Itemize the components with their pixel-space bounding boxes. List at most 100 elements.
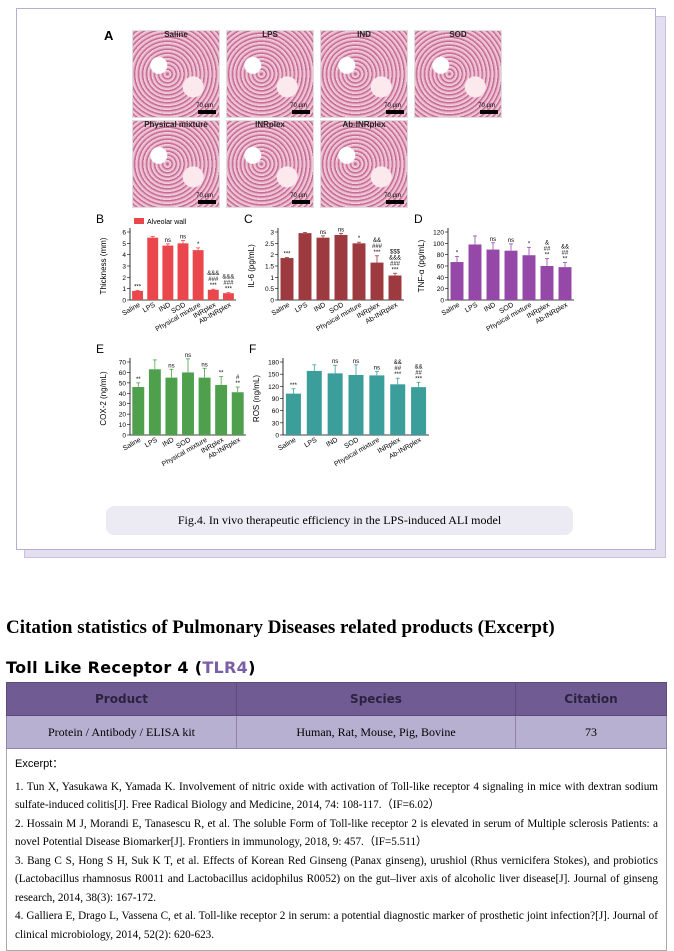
significance-label: *** — [373, 250, 381, 256]
bar — [207, 289, 219, 300]
table-row: Protein / Antibody / ELISA kit Human, Ra… — [6, 715, 667, 749]
significance-label: ### — [390, 261, 401, 267]
panel-label: B — [96, 212, 104, 226]
bar — [298, 233, 312, 300]
x-tick-label: LPS — [303, 437, 318, 450]
panel-label: D — [414, 212, 423, 226]
subsection-close: ) — [248, 658, 256, 677]
bar — [504, 250, 518, 300]
significance-label: ## — [544, 247, 551, 253]
significance-label: ** — [563, 257, 568, 263]
micrograph-3: SOD 70 μm — [414, 30, 502, 118]
y-tick-label: 20 — [119, 412, 127, 419]
bar — [147, 237, 159, 300]
bar — [280, 258, 294, 300]
excerpt-label: Excerpt： — [15, 758, 64, 770]
significance-label: ## — [415, 370, 422, 376]
y-tick-label: 30 — [272, 420, 280, 427]
y-tick-label: 0.5 — [265, 286, 274, 293]
panel-label: E — [96, 342, 104, 356]
significance-label: ### — [372, 244, 383, 250]
panel-label: C — [244, 212, 253, 226]
bar — [215, 384, 228, 435]
significance-label: ns — [185, 353, 191, 359]
significance-label: $$$ — [390, 249, 401, 255]
scale-bar-label: 70 μm — [196, 193, 213, 199]
bar — [450, 262, 464, 300]
bar — [558, 267, 572, 300]
reference-item: 2. Hossain M J, Morandi E, Tanasescu R, … — [15, 817, 658, 849]
y-tick-label: 40 — [119, 391, 127, 398]
micrograph-0: Saline 70 μm — [132, 30, 220, 118]
x-tick-label: IND — [158, 302, 172, 314]
bar — [306, 370, 322, 435]
significance-label: ns — [180, 235, 186, 241]
scale-bar-label: 70 μm — [384, 103, 401, 109]
significance-label: & — [545, 241, 549, 247]
bar — [285, 393, 301, 435]
bar — [540, 266, 554, 300]
significance-label: * — [528, 241, 531, 247]
header-citation: Citation — [515, 682, 667, 716]
micrograph-label: LPS — [262, 30, 278, 39]
y-tick-label: 1 — [122, 286, 126, 293]
scale-bar — [386, 200, 404, 204]
scale-bar-label: 70 μm — [290, 193, 307, 199]
bar — [468, 244, 482, 300]
y-tick-label: 150 — [268, 372, 279, 379]
bar — [390, 384, 406, 435]
significance-label: *** — [394, 372, 402, 378]
y-tick-label: 120 — [433, 230, 444, 237]
bar — [177, 243, 189, 300]
y-tick-label: 30 — [119, 401, 127, 408]
micrograph-label: IND — [357, 30, 371, 39]
significance-label: ns — [508, 238, 514, 244]
x-tick-label: IND — [325, 437, 339, 449]
significance-label: ns — [165, 238, 171, 244]
cell-citation: 73 — [515, 715, 667, 749]
micrograph-5: INRplex 70 μm — [226, 120, 314, 208]
significance-label: && — [561, 245, 569, 251]
micrograph-4: Physical mixture 70 μm — [132, 120, 220, 208]
significance-label: ns — [332, 359, 338, 365]
y-tick-label: 0 — [122, 298, 126, 305]
y-tick-label: 100 — [433, 241, 444, 248]
scale-bar — [386, 110, 404, 114]
subsection-name: Toll Like Receptor 4 ( — [6, 658, 203, 677]
bar — [231, 392, 244, 435]
micrograph-1: LPS 70 μm — [226, 30, 314, 118]
significance-label: * — [358, 236, 361, 242]
significance-label: *** — [290, 383, 298, 389]
significance-label: ns — [338, 227, 344, 233]
significance-label: * — [197, 242, 200, 248]
scale-bar-label: 70 μm — [290, 103, 307, 109]
y-tick-label: 60 — [119, 370, 127, 377]
bar — [148, 369, 161, 435]
significance-label: ## — [394, 366, 401, 372]
subsection-title: Toll Like Receptor 4 (TLR4) — [6, 658, 256, 677]
bar — [348, 374, 364, 435]
scale-bar — [480, 110, 498, 114]
y-tick-label: 3 — [122, 264, 126, 271]
bar — [192, 250, 204, 300]
excerpt-cell: Excerpt： 1. Tun X, Yasukawa K, Yamada K.… — [6, 748, 667, 951]
significance-label: *** — [391, 267, 399, 273]
bar — [198, 377, 211, 435]
significance-label: &&& — [222, 275, 234, 281]
reference-item: 3. Bang C S, Hong S H, Suk K T, et al. E… — [15, 854, 658, 904]
bar — [222, 293, 234, 300]
micrograph-2: IND 70 μm — [320, 30, 408, 118]
y-tick-label: 0 — [440, 298, 444, 305]
significance-label: ** — [235, 381, 240, 387]
excerpt-row: Excerpt： 1. Tun X, Yasukawa K, Yamada K.… — [6, 748, 667, 951]
y-axis-label: Thickness (mm) — [99, 237, 108, 294]
x-tick-label: LPS — [464, 302, 479, 315]
bar — [327, 373, 343, 435]
scale-bar — [292, 110, 310, 114]
chart-C: CIL-6 (pg/mL)00.511.522.53***Saline LPSns… — [244, 212, 404, 333]
y-tick-label: 3 — [270, 230, 274, 237]
y-tick-label: 4 — [122, 252, 126, 259]
scale-bar-label: 70 μm — [384, 193, 401, 199]
significance-label: ns — [168, 363, 174, 369]
